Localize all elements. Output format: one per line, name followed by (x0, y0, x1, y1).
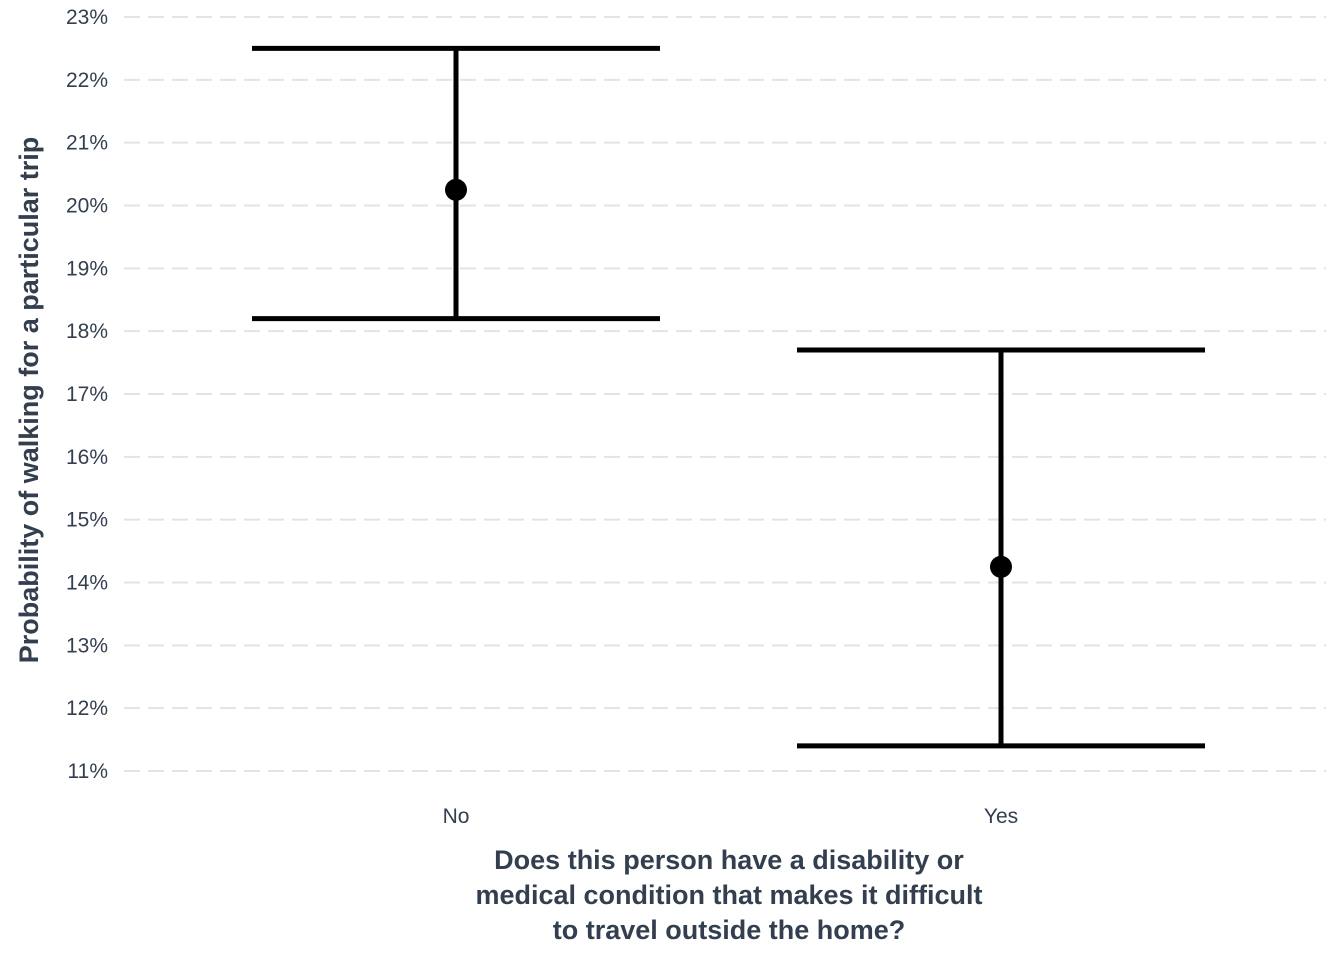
y-axis-ticks: 11% 12% 13% 14% 15% 16% 17% 18% 19% 20% 21% 22% 23% (66, 6, 108, 783)
x-axis-ticks: No Yes (443, 805, 1019, 828)
point-estimate (990, 555, 1012, 578)
y-tick-label: 15% (66, 509, 108, 532)
gridlines (124, 16, 1326, 772)
x-axis-title-line-2: medical condition that makes it difficul… (475, 880, 982, 910)
y-axis-title: Probability of walking for a particular … (14, 137, 44, 664)
y-tick-label: 17% (66, 383, 108, 406)
y-tick-label: 21% (66, 132, 108, 155)
error-bars (252, 45, 1205, 749)
point-estimate (445, 178, 467, 201)
x-tick-label: No (443, 805, 470, 828)
y-tick-label: 19% (66, 257, 108, 280)
y-tick-label: 16% (66, 446, 108, 469)
x-axis-title: Does this person have a disability or me… (475, 845, 982, 945)
y-tick-label: 22% (66, 69, 108, 92)
error-bar-no (252, 45, 660, 322)
y-tick-label: 13% (66, 634, 108, 657)
y-tick-label: 18% (66, 320, 108, 343)
error-bar-yes (797, 347, 1205, 749)
y-tick-label: 23% (66, 6, 108, 29)
y-tick-label: 14% (66, 572, 108, 595)
x-axis-title-line-1: Does this person have a disability or (494, 845, 964, 875)
y-tick-label: 11% (68, 760, 108, 783)
y-tick-label: 20% (66, 195, 108, 218)
x-tick-label: Yes (984, 805, 1018, 828)
y-tick-label: 12% (66, 697, 108, 720)
x-axis-title-line-3: to travel outside the home? (553, 915, 906, 945)
